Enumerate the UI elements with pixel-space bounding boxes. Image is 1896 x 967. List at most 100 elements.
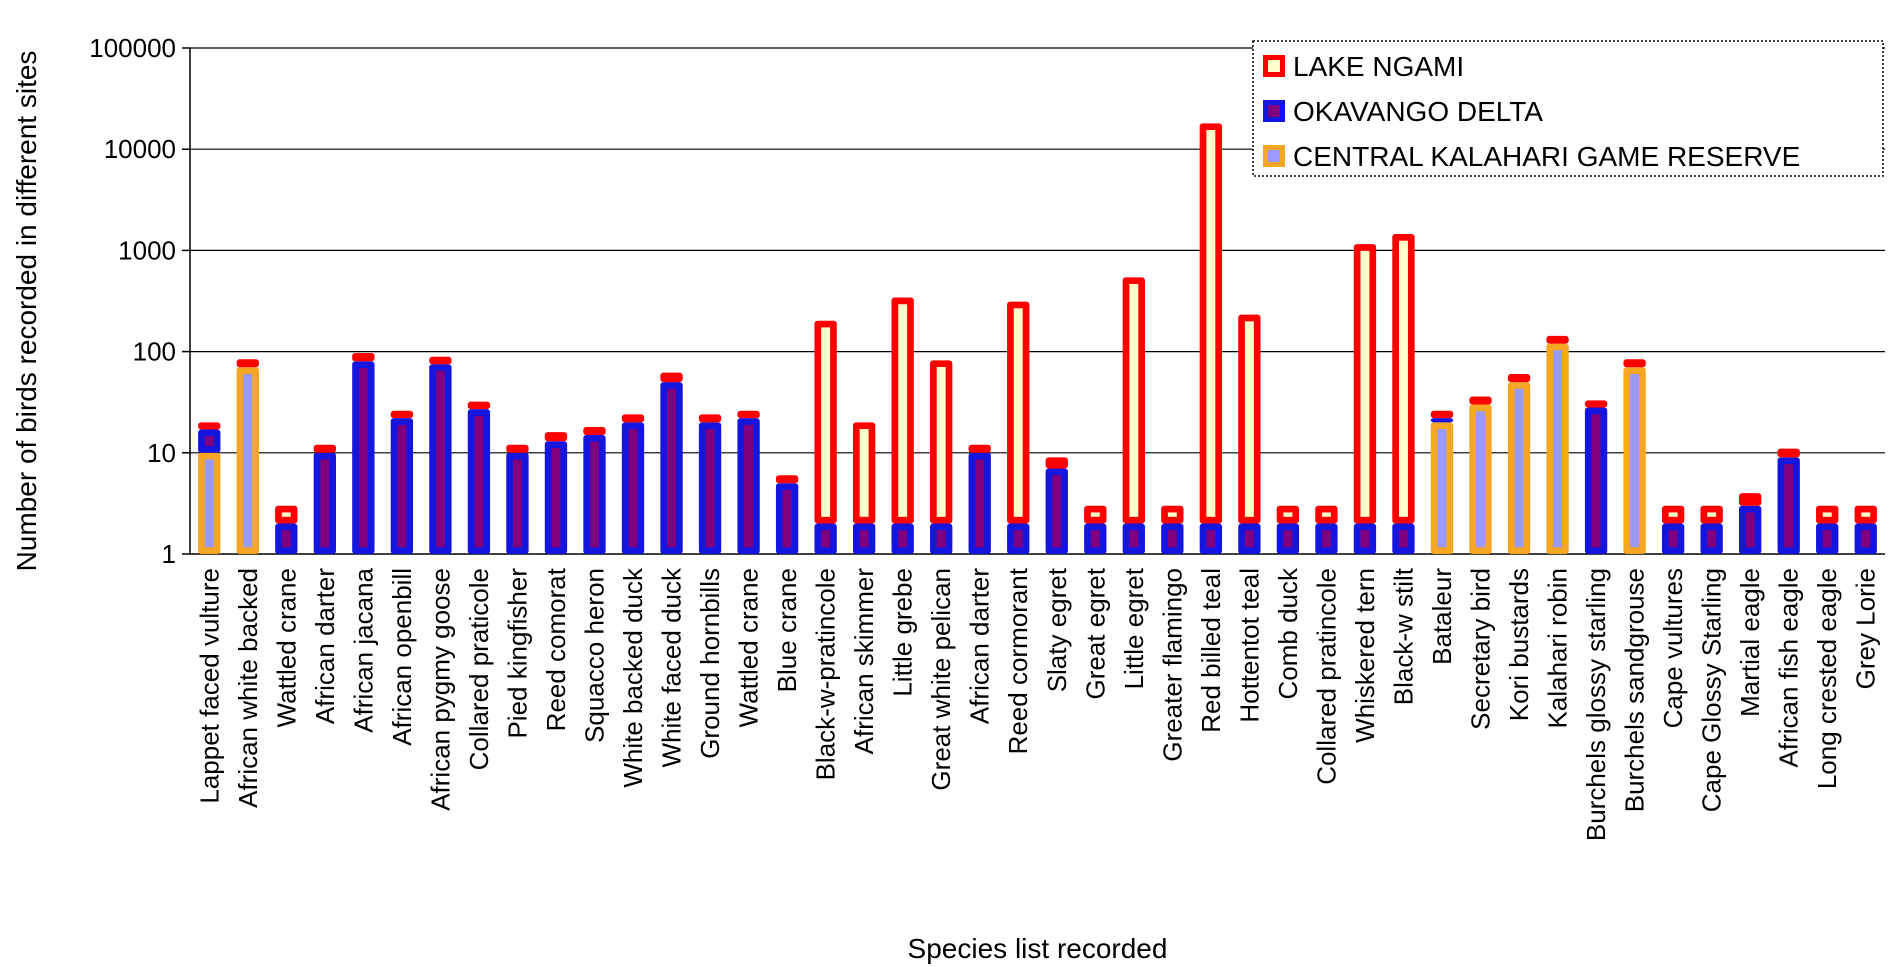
bar-segment [583,426,606,435]
bar-fill [975,459,985,548]
bar-fill [1129,284,1139,517]
x-tick-label: Great egret [1080,567,1110,699]
bar-segment [930,523,953,554]
bar-outline [583,426,606,435]
bar-segment [1854,505,1877,524]
bar-segment [1353,523,1377,554]
bar-fill [1668,512,1678,517]
bar-segment [236,367,259,554]
bar-segment [352,361,375,554]
bar-segment [1469,404,1492,554]
bar-fill [204,436,214,447]
bar-fill [204,459,214,548]
bar-fill [1360,530,1370,548]
x-tick-label: Grey Lorie [1851,568,1881,689]
bar-segment [583,434,606,554]
bar-fill [1745,512,1755,548]
bar-fill [1437,429,1447,548]
bar-fill [358,368,368,548]
bar-outline [660,372,683,383]
x-tick-label: Blue crane [772,568,802,692]
bar-fill [782,489,792,548]
legend-swatch-fill [1268,150,1280,162]
bar-outline [1546,335,1569,344]
x-tick-label: Black-w-pratincole [811,568,841,780]
x-tick-label: Bataleur [1427,568,1457,665]
x-tick-label: Cape vultures [1658,568,1688,728]
bar-outline [1430,410,1454,419]
bar-fill [705,429,715,548]
bar-outline [506,444,529,453]
x-tick-label: Slaty egret [1042,567,1072,692]
bar-segment [852,523,876,554]
bar-segment [467,409,491,554]
bar-fill [1861,512,1871,517]
bar-segment [1507,374,1531,383]
bar-fill [1321,512,1331,517]
bar-fill [1398,530,1408,548]
x-tick-label: Comb duck [1273,567,1303,699]
bar-segment [1392,234,1415,524]
bar-segment [1084,505,1107,524]
bar-fill [1398,240,1408,517]
bar-segment [1661,523,1685,554]
bar-segment [1738,493,1762,506]
bar-fill [1090,512,1100,517]
bar-segment [198,452,221,554]
bars [198,123,1877,554]
x-tick-label: Collared pratincole [1311,568,1341,785]
bar-fill [1514,388,1524,548]
bar-segment [968,452,991,554]
bar-outline [1777,448,1800,458]
bar-fill [1822,512,1832,517]
bar-segment [1199,523,1223,554]
legend-item: CENTRAL KALAHARI GAME RESERVE [1263,141,1800,172]
bar-segment [1392,523,1415,554]
bar-outline [467,401,491,410]
bar-fill [1206,130,1216,517]
bar-outline [737,410,760,419]
x-tick-label: Kori bustards [1504,568,1534,721]
bar-outline [775,475,799,484]
x-tick-label: Pied kingfisher [502,568,532,739]
x-tick-label: Wattled crane [734,568,764,727]
bar-segment [1276,523,1300,554]
bar-segment [1738,505,1762,554]
bar-segment [698,422,722,554]
bar-segment [1199,123,1223,524]
bar-segment [352,352,375,362]
bar-segment [775,483,799,554]
bar-segment [544,441,568,554]
bar-segment [1700,523,1723,554]
bar-segment [1084,523,1107,554]
bar-segment [275,505,298,524]
x-tick-label: African darter [310,568,340,724]
bar-segment [1161,505,1184,524]
bar-fill [1013,530,1023,548]
x-tick-label: African white backed [233,568,263,808]
bar-fill [397,424,407,548]
legend: LAKE NGAMI OKAVANGO DELTA CENTRAL KALAHARI… [1252,40,1884,177]
bar-fill [936,367,946,517]
bar-fill [281,512,291,517]
bar-segment [429,364,452,554]
bar-fill [1206,530,1216,548]
y-tick-label: 100 [133,337,176,367]
x-tick-label: Secretary bird [1466,568,1496,730]
bar-fill [1822,530,1832,548]
bar-segment [1816,523,1839,554]
x-tick-label: Little egret [1119,567,1149,689]
bar-outline [429,356,452,365]
bar-fill [243,373,253,548]
x-tick-label: White faced duck [657,567,687,767]
bar-fill [859,530,869,548]
bar-fill [859,429,869,517]
y-tick-label: 10 [147,438,176,468]
bar-segment [1045,468,1068,554]
bar-fill [1283,530,1293,548]
bar-fill [1861,530,1871,548]
bar-outline [1430,418,1454,423]
bar-outline [313,444,337,453]
